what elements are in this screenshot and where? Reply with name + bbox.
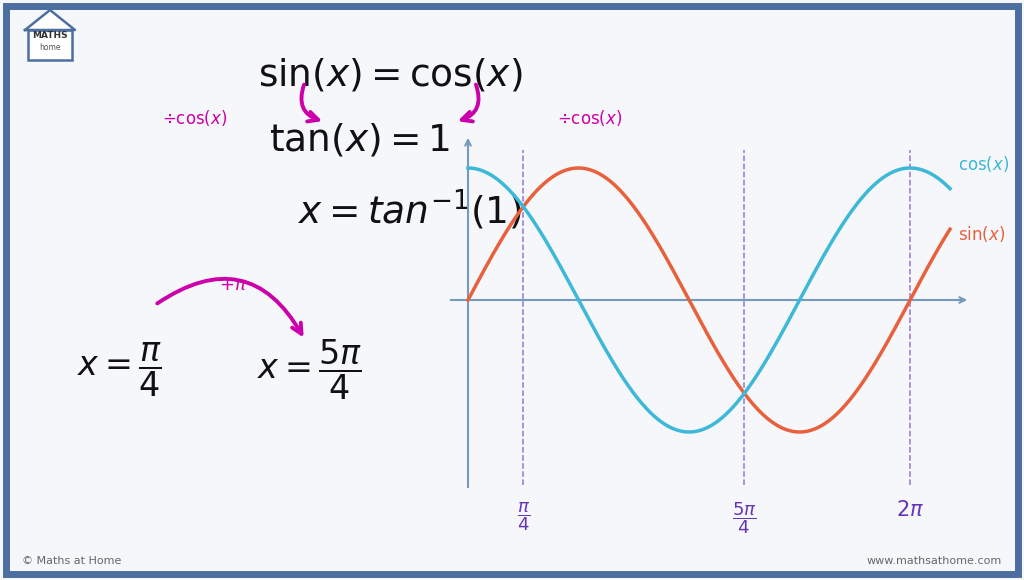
Text: © Maths at Home: © Maths at Home: [22, 556, 122, 566]
Text: $x = tan^{-1}(1)$: $x = tan^{-1}(1)$: [298, 187, 522, 233]
Text: $2\pi$: $2\pi$: [896, 500, 925, 520]
FancyBboxPatch shape: [28, 30, 72, 60]
Text: www.mathsathome.com: www.mathsathome.com: [866, 556, 1002, 566]
Text: $\dfrac{5\pi}{4}$: $\dfrac{5\pi}{4}$: [732, 500, 757, 536]
Text: $x = \dfrac{\pi}{4}$: $x = \dfrac{\pi}{4}$: [78, 341, 163, 399]
Text: $\sin(x) = \cos(x)$: $\sin(x) = \cos(x)$: [258, 56, 522, 93]
Polygon shape: [25, 10, 75, 30]
Text: $+\pi$: $+\pi$: [219, 276, 247, 294]
Text: $\tan(x) = 1$: $\tan(x) = 1$: [269, 121, 451, 158]
FancyArrowPatch shape: [158, 279, 301, 334]
Text: $\sin(x)$: $\sin(x)$: [958, 224, 1006, 244]
Text: $\cos(x)$: $\cos(x)$: [958, 154, 1010, 173]
Text: home: home: [39, 44, 60, 53]
Text: $x = \dfrac{5\pi}{4}$: $x = \dfrac{5\pi}{4}$: [257, 338, 362, 402]
Text: $\dfrac{\pi}{4}$: $\dfrac{\pi}{4}$: [516, 500, 530, 532]
Text: $\div \cos(x)$: $\div \cos(x)$: [163, 108, 227, 128]
Text: MATHS: MATHS: [32, 31, 68, 39]
Text: $\div \cos(x)$: $\div \cos(x)$: [557, 108, 623, 128]
